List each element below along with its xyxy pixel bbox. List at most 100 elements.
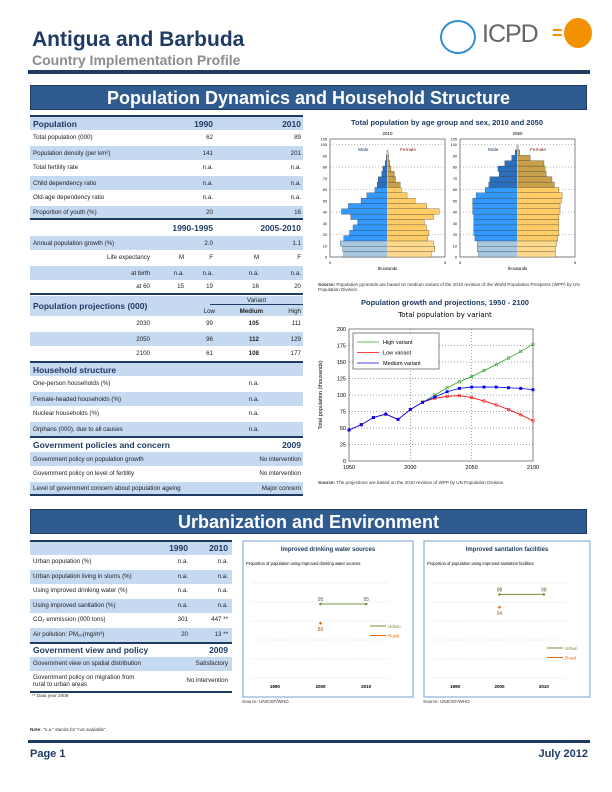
chart-label: 80 xyxy=(323,166,327,170)
female-bar xyxy=(517,155,531,161)
source-label: Source: xyxy=(318,282,336,287)
chart-title: Population growth and projections, 1950 … xyxy=(361,298,529,307)
female-bar xyxy=(517,224,560,231)
female-bar xyxy=(387,240,434,247)
female-bar xyxy=(517,230,560,236)
female-bar xyxy=(517,187,560,193)
chart-label: 2000 xyxy=(404,465,416,471)
table-row: 2030 99 105 111 xyxy=(30,316,303,331)
male-bar xyxy=(360,197,388,204)
chart-label: Urban xyxy=(565,646,578,651)
table-row: Using improved drinking water (%) n.a. n.a… xyxy=(30,584,232,599)
footer-date: July 2012 xyxy=(538,748,588,760)
table-row: 2050 96 112 129 xyxy=(30,331,303,346)
cell: 108 xyxy=(248,350,259,357)
cell: F xyxy=(209,254,213,261)
data-point xyxy=(347,428,351,432)
cell: 20 xyxy=(294,283,301,290)
chart-label: 2010 xyxy=(382,131,393,136)
cell: 301 xyxy=(177,616,188,624)
row-label: Life expectancy xyxy=(107,254,150,261)
table-row: 2100 61 108 177 xyxy=(30,346,303,361)
male-bar xyxy=(515,149,518,156)
female-bar xyxy=(517,235,558,242)
male-bar xyxy=(472,203,518,209)
female-bar xyxy=(387,208,440,215)
female-bar xyxy=(517,149,520,156)
male-bar xyxy=(385,160,388,167)
data-point xyxy=(470,375,474,378)
chart-label: Rural xyxy=(565,655,576,660)
chart-title: Total population by age group and sex, 2… xyxy=(351,118,543,127)
projections-header: Population projections (000) Variant Low… xyxy=(30,295,303,316)
cell: n.a. xyxy=(217,602,228,610)
female-bar xyxy=(517,160,545,167)
data-point xyxy=(507,408,510,411)
chart-label: 2100 xyxy=(527,465,539,471)
female-bar xyxy=(517,203,561,209)
policy-header: Government view and policy 2009 xyxy=(30,641,232,657)
data-point xyxy=(494,385,498,389)
male-bar xyxy=(478,251,518,258)
data-point xyxy=(531,419,535,423)
female-bar xyxy=(517,197,562,204)
country-title: Antigua and Barbuda xyxy=(32,28,245,51)
icpd-beyond-logo-icon xyxy=(564,18,592,48)
header-label: Government view and policy xyxy=(33,644,149,655)
chart-label: 95 xyxy=(363,597,369,603)
year-2009: 2009 xyxy=(282,439,301,450)
cell: 129 xyxy=(290,335,301,343)
row-label: Urban population (%) xyxy=(33,558,92,566)
cell: n.a. xyxy=(177,573,188,581)
data-point xyxy=(494,403,498,407)
cell: n.a. xyxy=(290,179,301,187)
cell: 62 xyxy=(206,134,213,141)
chart-label: 90 xyxy=(323,154,327,158)
row-label: 2050 xyxy=(136,335,150,343)
footnote: ** Data year 2008 xyxy=(32,692,69,698)
row-label: Using improved sanitation (%) xyxy=(33,602,116,610)
data-point xyxy=(445,386,449,390)
male-bar xyxy=(472,208,518,215)
data-point xyxy=(531,388,535,392)
variant-label: Variant xyxy=(210,297,303,305)
series-line xyxy=(348,386,534,431)
cell: F xyxy=(297,254,301,261)
urban-header: 1990 2010 xyxy=(30,540,232,555)
male-bar xyxy=(343,235,388,242)
female-bar xyxy=(387,176,396,183)
chart-label: Total population by variant xyxy=(397,311,492,319)
chart-label: 105 xyxy=(451,138,457,142)
table-row: at 60 15 19 16 20 xyxy=(30,280,303,295)
growth-plot: Total population by variant 0 25 50 75 100 125… xyxy=(318,311,539,471)
chart-label: 1990 xyxy=(450,684,461,689)
chart-label: 5 xyxy=(329,261,331,265)
data-point xyxy=(445,394,449,398)
chart-label: Improved drinking water sources xyxy=(281,547,376,553)
cell: 16 xyxy=(252,283,259,290)
cell: n.a. xyxy=(248,425,259,433)
cell: n.a. xyxy=(173,269,184,277)
table-row: Government policy on migration from rura… xyxy=(30,671,232,693)
row-label: Urban population living in slums (%) xyxy=(33,573,132,581)
row-label: CO₂ emmission (000 tons) xyxy=(33,616,106,624)
female-bar xyxy=(517,192,563,199)
data-point xyxy=(408,408,412,411)
data-point xyxy=(421,400,425,404)
female-bar xyxy=(517,171,547,177)
pyramid-chart: Total population by age group and sex, 2… xyxy=(312,118,582,292)
cell: Major concern xyxy=(261,484,301,492)
male-bar xyxy=(352,224,388,231)
female-bar xyxy=(517,181,555,188)
cell: 96 xyxy=(206,335,213,343)
table-row: Population density (per km²) 141 201 xyxy=(30,145,303,160)
footer-divider xyxy=(28,740,590,743)
chart-label: 75 xyxy=(340,410,346,416)
chart-label: 5 xyxy=(574,261,576,265)
chart-label: 95 xyxy=(318,597,324,603)
cell: 447 ** xyxy=(211,616,228,624)
cell: n.a. xyxy=(217,558,228,566)
table-row: Nuclear households (%) n.a. xyxy=(30,406,303,421)
chart-label: 30 xyxy=(323,222,327,226)
data-point xyxy=(457,386,461,390)
